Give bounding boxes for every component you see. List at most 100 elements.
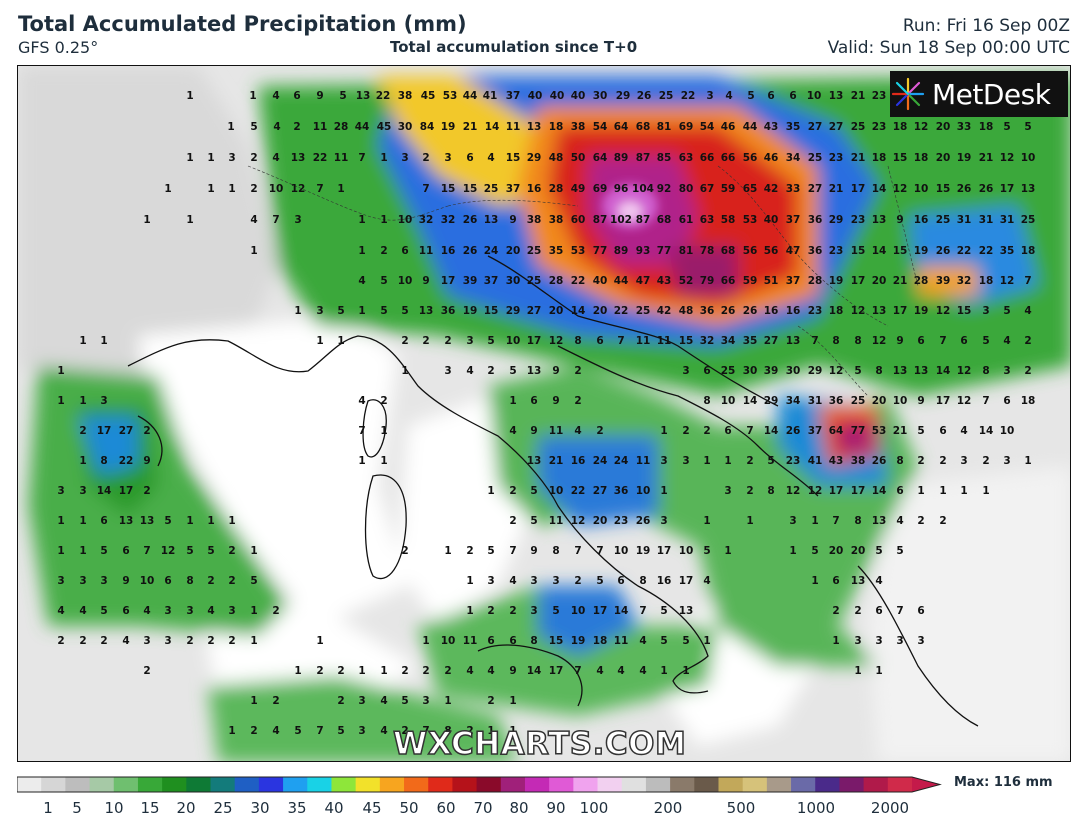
precip-value: 9 (509, 665, 516, 677)
precip-value: 7 (832, 515, 839, 527)
precip-value: 2 (228, 635, 235, 647)
precip-value: 80 (679, 183, 694, 195)
precip-value: 3 (358, 725, 365, 737)
precip-value: 11 (636, 455, 651, 467)
precip-value: 2 (186, 635, 193, 647)
precip-value: 14 (485, 121, 500, 133)
precip-value: 19 (957, 152, 972, 164)
precip-value: 84 (420, 121, 435, 133)
precip-value: 1 (487, 725, 494, 737)
precip-value: 26 (463, 214, 478, 226)
legend-swatch (234, 777, 260, 792)
precip-value: 4 (487, 665, 494, 677)
precip-value: 1 (487, 485, 494, 497)
precip-value: 69 (593, 183, 608, 195)
precip-value: 5 (337, 725, 344, 737)
precip-value: 27 (829, 121, 844, 133)
precip-value: 66 (721, 275, 736, 287)
precip-value: 6 (596, 335, 603, 347)
precip-value: 9 (530, 545, 537, 557)
precip-value: 1 (811, 515, 818, 527)
legend-swatch (186, 777, 212, 792)
precip-value: 3 (706, 90, 713, 102)
precip-value: 2 (316, 665, 323, 677)
precip-value: 38 (398, 90, 413, 102)
precip-value: 7 (1024, 275, 1031, 287)
precip-value: 12 (1000, 275, 1015, 287)
precip-value: 4 (639, 665, 646, 677)
precip-value: 10 (1000, 425, 1015, 437)
precip-value: 9 (316, 90, 323, 102)
legend-tick: 30 (250, 799, 270, 817)
legend-swatch (113, 777, 139, 792)
precip-value: 81 (657, 121, 672, 133)
legend-tick: 20 (176, 799, 196, 817)
precip-value: 19 (441, 121, 456, 133)
precip-value: 3 (57, 575, 64, 587)
precip-value: 1 (660, 485, 667, 497)
precip-value: 12 (936, 305, 951, 317)
precip-value: 4 (509, 425, 516, 437)
precip-value: 13 (786, 335, 801, 347)
precip-value: 8 (854, 335, 861, 347)
legend-tick: 45 (362, 799, 382, 817)
precip-value: 7 (316, 725, 323, 737)
precip-value: 14 (936, 365, 951, 377)
precip-value: 35 (1000, 245, 1015, 257)
precip-value: 24 (614, 455, 629, 467)
precip-value: 1 (57, 395, 64, 407)
precip-value: 4 (272, 90, 279, 102)
precip-value: 17 (97, 425, 112, 437)
precip-value: 25 (659, 90, 674, 102)
metdesk-logo: MetDesk (890, 71, 1068, 117)
precip-value: 1 (358, 665, 365, 677)
legend-swatch (500, 777, 526, 792)
precip-value: 7 (358, 425, 365, 437)
precip-value: 1 (466, 575, 473, 587)
precip-value: 1 (703, 635, 710, 647)
precip-value: 1 (358, 455, 365, 467)
legend-swatch (549, 777, 574, 792)
precip-value: 4 (143, 605, 150, 617)
precip-value: 4 (703, 575, 710, 587)
precip-value: 3 (660, 455, 667, 467)
legend-swatch (476, 777, 502, 792)
precip-value: 23 (851, 214, 866, 226)
precip-value: 22 (957, 245, 972, 257)
precip-value: 2 (574, 575, 581, 587)
precipitation-map: 1 1 4 6 9 5 13 22 38 45 53 44 41 37 40 40 40 30 29 26 25 22 3 4… (17, 65, 1071, 762)
precip-value: 23 (808, 305, 823, 317)
precip-value: 4 (358, 275, 365, 287)
precip-value: 30 (743, 365, 758, 377)
precip-value: 3 (164, 635, 171, 647)
precip-value: 2 (143, 485, 150, 497)
precip-value: 1 (316, 335, 323, 347)
precip-value: 1 (1024, 455, 1031, 467)
precip-value: 4 (250, 214, 257, 226)
precip-value: 12 (957, 395, 972, 407)
precip-value: 28 (549, 183, 564, 195)
precip-value: 14 (97, 485, 112, 497)
precip-value: 5 (1003, 305, 1010, 317)
precip-value: 3 (682, 365, 689, 377)
precip-value: 5 (747, 90, 754, 102)
precip-value: 15 (893, 245, 908, 257)
legend-swatch (137, 777, 163, 792)
precip-value: 1 (960, 485, 967, 497)
precip-value: 4 (122, 635, 129, 647)
precip-value: 20 (936, 121, 951, 133)
precip-value: 4 (487, 152, 494, 164)
precip-value: 5 (552, 605, 559, 617)
legend-swatch (452, 777, 478, 792)
precip-value: 2 (272, 605, 279, 617)
precip-value: 2 (272, 695, 279, 707)
legend-swatch (379, 777, 405, 792)
precip-value: 21 (893, 425, 908, 437)
precip-value: 15 (484, 305, 499, 317)
precip-value: 53 (743, 214, 758, 226)
precip-value: 32 (419, 214, 434, 226)
precip-value: 38 (549, 214, 564, 226)
precip-value: 26 (637, 90, 652, 102)
precip-value: 18 (593, 635, 608, 647)
precip-value: 1 (79, 395, 86, 407)
